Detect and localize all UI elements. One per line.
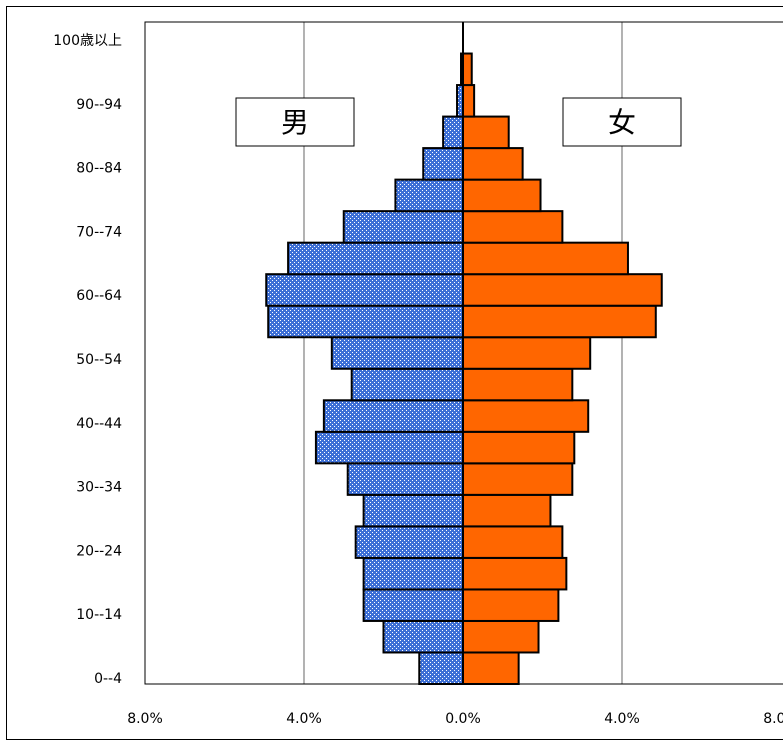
y-tick-label: 100歳以上: [53, 33, 122, 49]
bar-female-20--24: [462, 525, 564, 559]
legend-female-label: 女: [608, 106, 636, 139]
bar-male-30--34: [346, 462, 465, 496]
x-tick-label: 4.0%: [604, 711, 640, 727]
bar-female-85--89: [462, 115, 510, 150]
legend: 男 女: [235, 97, 682, 147]
bar-female-40--44: [462, 399, 590, 433]
y-tick-label: 40--44: [76, 416, 122, 432]
y-tick-label: 50--54: [76, 352, 122, 368]
bar-male-10--14: [362, 588, 464, 622]
bar-male-0--4: [418, 651, 464, 686]
bar-female-60--64: [462, 273, 663, 307]
bar-male-85--89: [442, 115, 464, 150]
bars: [265, 22, 663, 686]
x-axis-labels: 8.0% 4.0% 0.0% 4.0% 8.0%: [127, 711, 783, 727]
x-tick-label: 8.0%: [763, 711, 783, 727]
bar-male-65--69: [287, 241, 464, 276]
bar-female-70--74: [462, 210, 564, 244]
bar-female-15--19: [462, 556, 568, 591]
x-tick-label: 8.0%: [127, 711, 163, 727]
bar-male-75--79: [394, 178, 464, 213]
bar-male-60--64: [265, 273, 464, 307]
x-tick-label: 0.0%: [445, 711, 481, 727]
bar-female-75--79: [462, 178, 542, 213]
bar-female-25--29: [462, 493, 552, 528]
bar-male-55--59: [267, 304, 464, 339]
bar-male-20--24: [354, 525, 464, 559]
y-tick-label: 90--94: [76, 97, 122, 113]
bar-female-0--4: [462, 651, 520, 686]
bar-female-35--39: [462, 430, 576, 465]
bar-male-15--19: [362, 556, 464, 591]
bar-male-80--84: [422, 147, 464, 181]
bar-female-90--94: [462, 84, 476, 118]
bar-male-50--54: [330, 336, 465, 370]
legend-male-label: 男: [281, 106, 309, 139]
x-tick-label: 4.0%: [286, 711, 322, 727]
legend-male-box: [235, 97, 355, 147]
y-tick-label: 80--84: [76, 161, 122, 177]
bar-female-10--14: [462, 588, 560, 622]
y-tick-label: 30--34: [76, 480, 122, 496]
y-tick-label: 20--24: [76, 543, 122, 559]
bar-female-30--34: [462, 462, 574, 496]
bar-male-40--44: [322, 399, 464, 433]
bar-female-80--84: [462, 147, 524, 181]
y-tick-label: 0--4: [94, 671, 122, 687]
bar-female-65--69: [462, 241, 629, 276]
bar-female-45--49: [462, 367, 574, 402]
bar-female-5--9: [462, 619, 540, 654]
bar-female-95--99: [462, 52, 473, 87]
bar-female-55--59: [462, 304, 657, 339]
bar-male-45--49: [350, 367, 465, 402]
bar-female-50--54: [462, 336, 592, 370]
legend-female-box: [562, 97, 682, 147]
bar-male-5--9: [382, 619, 464, 654]
y-axis-labels: 100歳以上 90--94 80--84 70--74 60--64 50--54 40--…: [53, 33, 122, 687]
bar-male-25--29: [362, 493, 464, 528]
y-tick-label: 70--74: [76, 224, 122, 240]
bar-male-35--39: [314, 430, 464, 465]
y-tick-label: 10--14: [76, 607, 122, 623]
y-tick-label: 60--64: [76, 288, 122, 304]
bar-male-70--74: [342, 210, 464, 244]
